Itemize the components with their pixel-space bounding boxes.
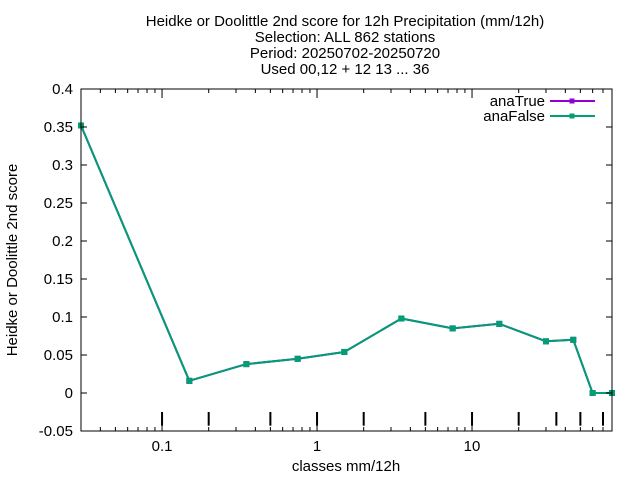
y-tick-label: 0.35 xyxy=(44,119,73,136)
title-line-1: Heidke or Doolittle 2nd score for 12h Pr… xyxy=(146,13,545,30)
data-point-anaFalse xyxy=(589,390,596,396)
data-point-anaFalse xyxy=(341,348,348,355)
x-tick-label: 1 xyxy=(313,438,321,455)
data-point-anaFalse xyxy=(542,338,549,345)
y-tick-label: 0 xyxy=(65,385,73,402)
data-point-anaFalse xyxy=(398,315,405,322)
y-tick-label: 0.1 xyxy=(52,309,73,326)
x-axis: 0.1 1 10 xyxy=(99,89,613,455)
series-line-anaFalse xyxy=(80,125,612,394)
title-line-4: Used 00,12 + 12 13 ... 36 xyxy=(261,61,430,78)
data-point-anaFalse xyxy=(570,336,577,343)
legend-marker-anaFalse xyxy=(569,113,575,119)
data-point-anaFalse xyxy=(496,320,503,327)
y-axis-label: Heidke or Doolittle 2nd score xyxy=(4,164,21,357)
y-tick-label: -0.05 xyxy=(39,423,73,440)
title-line-2: Selection: ALL 862 stations xyxy=(255,29,435,46)
data-point-anaFalse xyxy=(243,361,250,368)
y-tick-label: 0.25 xyxy=(44,195,73,212)
title-line-3: Period: 20250702-20250720 xyxy=(250,45,440,62)
data-point-anaFalse xyxy=(449,325,456,332)
plot-frame xyxy=(80,88,613,432)
y-axis: -0.05 0 0.05 0.1 0.15 0.2 0.25 0.3 0.35 0.4 xyxy=(39,81,612,440)
data-point-anaFalse xyxy=(294,355,301,362)
legend-label-anaTrue: anaTrue xyxy=(490,93,545,110)
x-tick-label: 0.1 xyxy=(152,438,173,455)
x-tick-label: 10 xyxy=(464,438,481,455)
x-axis-label: classes mm/12h xyxy=(292,458,400,475)
data-point-anaFalse xyxy=(186,377,193,384)
legend-label-anaFalse: anaFalse xyxy=(483,108,545,125)
y-tick-label: 0.05 xyxy=(44,347,73,364)
y-tick-label: 0.3 xyxy=(52,157,73,174)
legend-marker-anaTrue xyxy=(569,98,575,104)
chart-title: Heidke or Doolittle 2nd score for 12h Pr… xyxy=(146,13,545,78)
y-tick-label: 0.4 xyxy=(52,81,73,98)
legend: anaTrue anaFalse xyxy=(483,93,595,125)
y-tick-label: 0.15 xyxy=(44,271,73,288)
plot-content xyxy=(78,122,615,426)
y-tick-label: 0.2 xyxy=(52,233,73,250)
